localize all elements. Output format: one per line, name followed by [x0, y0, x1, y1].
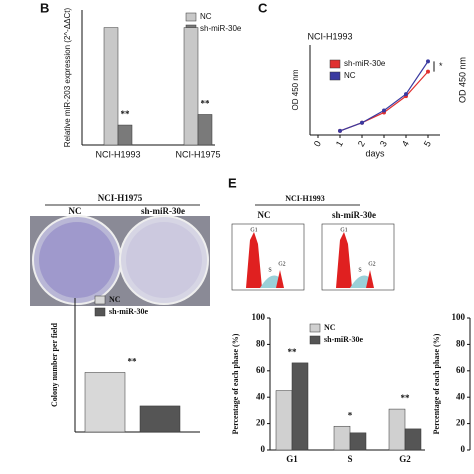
point — [382, 108, 386, 113]
peak-label: S — [358, 267, 361, 273]
legend-label: sh-miR-30e — [200, 24, 242, 33]
panel-letter: B — [40, 0, 49, 15]
y-tick-label: 80 — [456, 338, 466, 348]
histogram-frame — [231, 223, 305, 291]
legend-swatch — [94, 295, 106, 305]
x-tick-label: 2 — [356, 139, 367, 148]
significance: ** — [288, 347, 298, 357]
significance: ** — [121, 109, 131, 119]
bar — [333, 425, 351, 451]
histogram-s — [260, 275, 282, 288]
legend-label: NC — [109, 295, 121, 304]
flow-title: NCI-H1993 — [285, 194, 325, 203]
legend-label: NC — [324, 323, 336, 332]
peak-label: G1 — [250, 227, 257, 233]
y-tick-label: 40 — [256, 391, 266, 401]
bar — [349, 432, 367, 451]
legend-swatch — [329, 59, 341, 69]
histogram-g1 — [336, 232, 352, 288]
bar — [197, 114, 213, 146]
legend-label: NC — [200, 12, 212, 21]
bar — [183, 27, 199, 146]
legend-swatch — [309, 323, 321, 333]
legend-label: sh-miR-30e — [324, 335, 364, 344]
y-axis-label: Percentage of each phase (%) — [432, 333, 441, 434]
y-tick-label: 0 — [261, 444, 266, 454]
panel-letter: C — [258, 0, 268, 15]
point — [338, 128, 342, 133]
peak-label: G2 — [368, 261, 375, 267]
y-axis-label: OD 450 nm — [291, 69, 300, 110]
colonies — [39, 222, 115, 298]
x-tick-label: S — [347, 454, 352, 464]
x-tick-label: 1 — [334, 139, 345, 148]
x-tick-label: NCI-H1975 — [175, 149, 220, 159]
sample-label: NC — [258, 210, 271, 220]
x-tick-label: 0 — [312, 139, 323, 148]
significance: ** — [128, 357, 138, 367]
bar — [275, 390, 293, 451]
legend-swatch — [329, 71, 341, 81]
x-tick-label: G1 — [286, 454, 298, 464]
y-tick-label: 100 — [252, 312, 266, 322]
bar — [117, 124, 133, 146]
y-tick-label: 80 — [256, 338, 266, 348]
significance: * — [439, 61, 443, 71]
x-tick-label: 4 — [400, 139, 411, 148]
x-tick-label: G2 — [399, 454, 411, 464]
significance: * — [348, 410, 353, 420]
histogram-frame — [321, 223, 395, 291]
y-axis-label: Colony number per field — [50, 322, 59, 406]
point — [360, 120, 364, 125]
plate-label: NC — [69, 206, 82, 216]
y-axis-label: Relative miR-203 expression (2^-ΔΔCt) — [63, 7, 72, 147]
legend-label: sh-miR-30e — [109, 307, 149, 316]
peak-label: S — [268, 267, 271, 273]
legend-swatch — [94, 307, 106, 317]
x-axis-label: days — [365, 148, 385, 158]
point — [404, 92, 408, 97]
significance: ** — [201, 99, 211, 109]
legend-label: sh-miR-30e — [344, 59, 386, 68]
legend-label: NC — [344, 71, 356, 80]
y-tick-label: 40 — [456, 391, 466, 401]
significance: ** — [401, 393, 411, 403]
y-tick-label: 20 — [256, 418, 266, 428]
colony-title: NCI-H1975 — [98, 193, 143, 203]
chart-title: NCI-H1993 — [307, 31, 352, 41]
panel-letter: E — [228, 175, 237, 190]
histogram-g2 — [366, 270, 374, 288]
bar — [139, 405, 181, 433]
y-tick-label: 100 — [452, 312, 466, 322]
y-tick-label: 60 — [256, 365, 266, 375]
bar — [388, 408, 406, 451]
y-tick-label: 0 — [461, 444, 466, 454]
x-tick-label: NCI-H1993 — [95, 149, 140, 159]
histogram-g2 — [276, 270, 284, 288]
y-axis-label: Percentage of each phase (%) — [231, 333, 240, 434]
bar — [84, 372, 126, 433]
histogram-g1 — [246, 232, 262, 288]
sample-label: sh-miR-30e — [332, 210, 376, 220]
axis-label: OD 450 nm — [457, 57, 467, 103]
legend-swatch — [309, 335, 321, 345]
bar — [103, 27, 119, 146]
peak-label: G2 — [278, 261, 285, 267]
bar — [404, 428, 422, 451]
point — [426, 59, 430, 64]
peak-label: G1 — [340, 227, 347, 233]
legend-swatch — [185, 12, 197, 22]
point — [426, 69, 430, 74]
plate-label: sh-miR-30e — [141, 206, 185, 216]
y-tick-label: 20 — [456, 418, 466, 428]
histogram-s — [350, 275, 372, 288]
bar — [291, 362, 309, 451]
colonies — [126, 222, 202, 298]
y-tick-label: 60 — [456, 365, 466, 375]
x-tick-label: 5 — [422, 139, 433, 148]
x-tick-label: 3 — [378, 139, 389, 148]
